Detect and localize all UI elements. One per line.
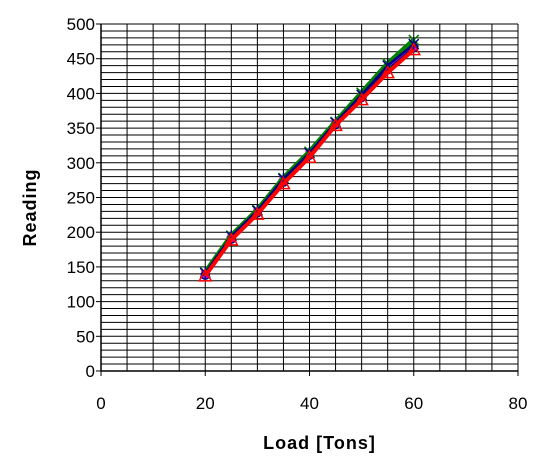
- y-tick-label: 350: [67, 119, 95, 138]
- data-point: [328, 117, 343, 132]
- data-point: [302, 149, 317, 163]
- y-tick-label: 0: [86, 362, 95, 381]
- series-6: [197, 42, 422, 282]
- x-tick-label: 60: [404, 394, 423, 413]
- y-tick-label: 400: [67, 84, 95, 103]
- y-tick-label: 200: [67, 223, 95, 242]
- x-tick-label: 80: [509, 394, 528, 413]
- data-point: [250, 206, 265, 220]
- data-point: [380, 65, 395, 79]
- y-tick-label: 500: [67, 15, 95, 34]
- x-axis-title: Load [Tons]: [263, 433, 376, 453]
- grid: [100, 23, 519, 372]
- y-axis-title: Reading: [20, 168, 40, 246]
- tick-labels: 0 50 100 150 200 250 300 350 400 450 500 0 20 40 60 80: [67, 15, 528, 413]
- data-point: [224, 232, 239, 246]
- x-tick-label: 40: [300, 394, 319, 413]
- series-line: [203, 48, 416, 278]
- data-point: [354, 92, 369, 106]
- x-tick-label: 20: [196, 394, 215, 413]
- data-point: [197, 268, 213, 282]
- data-point: [406, 42, 422, 56]
- axes: [96, 23, 519, 376]
- y-tick-label: 300: [67, 154, 95, 173]
- y-tick-label: 450: [67, 50, 95, 69]
- x-tick-label: 0: [96, 394, 105, 413]
- y-tick-label: 100: [67, 293, 95, 312]
- data-point: [276, 176, 291, 190]
- y-tick-label: 50: [76, 327, 95, 346]
- y-tick-label: 250: [67, 189, 95, 208]
- y-tick-label: 150: [67, 258, 95, 277]
- series-layer: [197, 34, 422, 282]
